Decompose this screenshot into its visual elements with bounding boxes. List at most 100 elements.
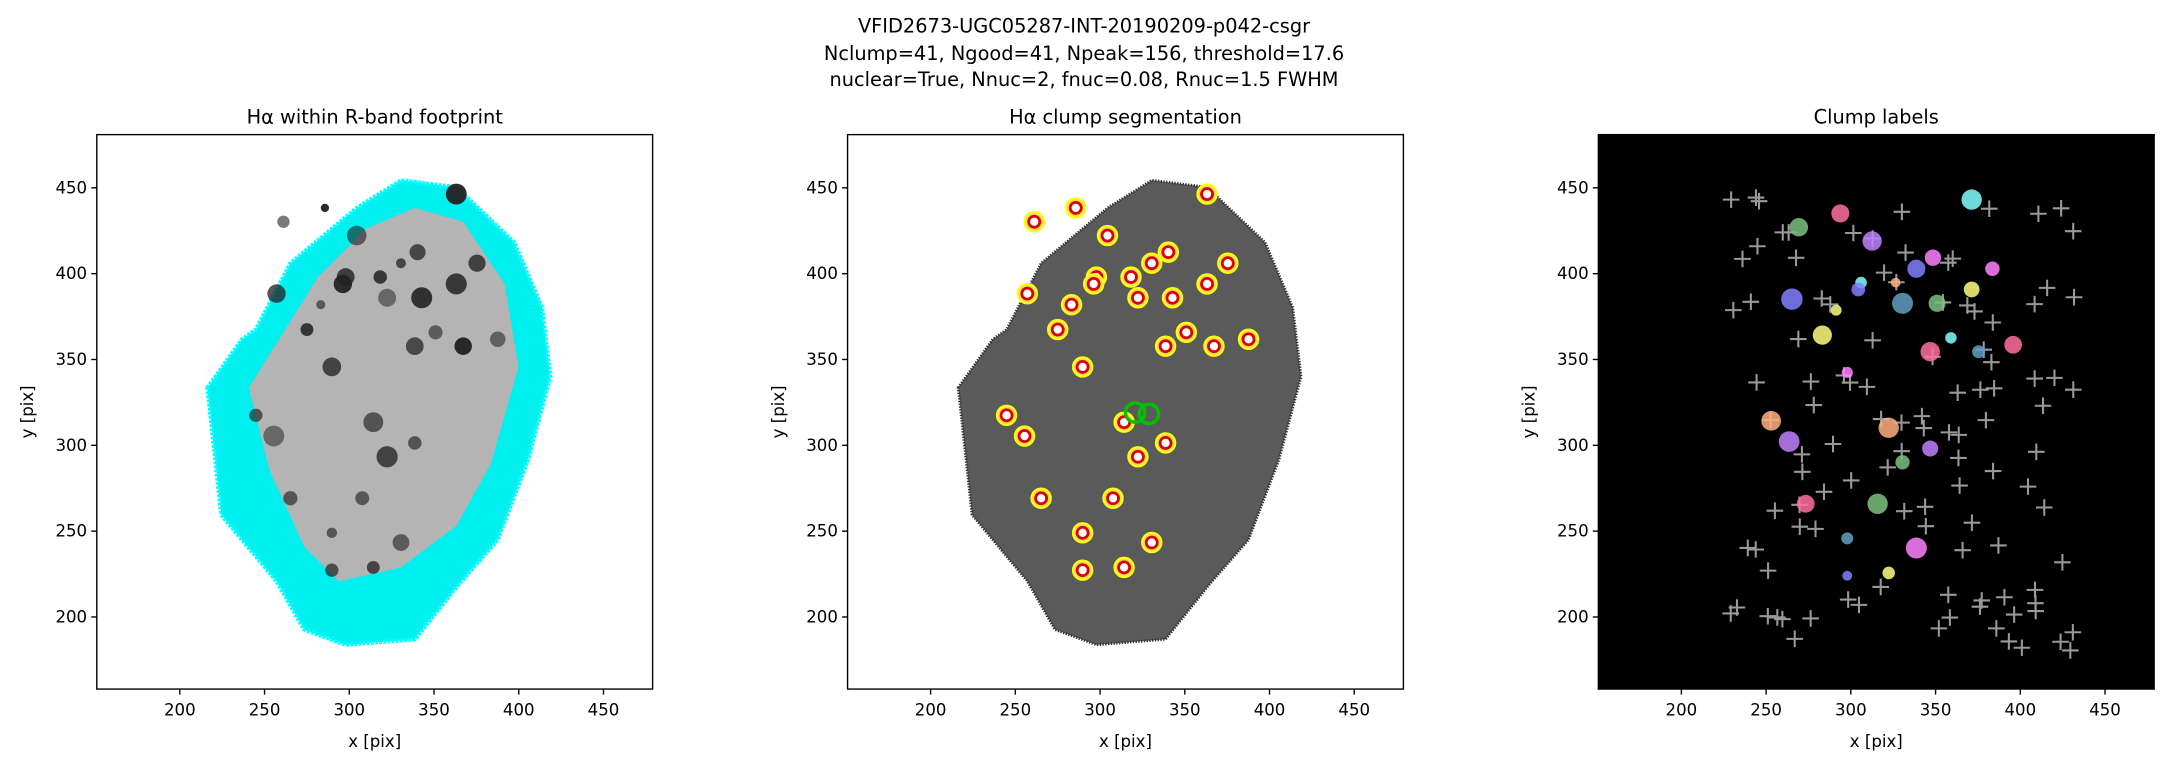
x-tick-label: 250 [1000, 700, 1032, 719]
clump-peak [1027, 214, 1042, 229]
emission-spot [409, 244, 426, 261]
peak-marker [1872, 578, 1889, 596]
x-tick-label: 300 [1084, 700, 1116, 719]
clump-label [2004, 335, 2023, 354]
clump-peak [1075, 563, 1090, 578]
emission-spot [373, 270, 387, 284]
peak-marker [2005, 606, 2023, 623]
axes-frame [1597, 133, 2155, 690]
peak-marker [1984, 314, 2002, 331]
x-tick-label: 200 [1666, 700, 1698, 719]
y-axis-label: y [pix] [18, 385, 37, 438]
emission-spot [392, 534, 410, 551]
clump-peak [1207, 339, 1221, 354]
clump-peak [1068, 200, 1083, 215]
y-tick-label: 350 [806, 350, 838, 369]
peak-marker [1951, 477, 1968, 494]
clump-label [1924, 249, 1942, 266]
peak-marker [2027, 602, 2044, 620]
peak-marker [1864, 332, 1881, 349]
peak-marker [2052, 633, 2069, 651]
x-tick-label: 450 [2089, 700, 2121, 719]
y-tick-label: 300 [1557, 436, 1589, 455]
x-tick-label: 250 [249, 700, 281, 719]
suptitle-line: Nclump=41, Ngood=41, Npeak=156, threshol… [824, 42, 1344, 65]
clump-peak [1200, 187, 1214, 201]
clump-label [1892, 292, 1914, 314]
clump-label [1867, 493, 1888, 515]
peak-marker [2062, 642, 2079, 659]
peak-marker [2064, 381, 2082, 398]
emission-spot [277, 215, 290, 228]
peak-marker [2065, 288, 2083, 306]
peak-marker [1915, 419, 1933, 437]
clump-peak [1020, 286, 1035, 301]
emission-spot [346, 225, 367, 246]
y-tick-label: 250 [1557, 522, 1589, 541]
peak-marker [1802, 373, 1820, 390]
peak-marker [1988, 620, 2005, 637]
emission-spot [322, 357, 342, 377]
x-tick-label: 400 [2004, 700, 2036, 719]
clump-peak [1165, 290, 1180, 305]
clump-label [1985, 261, 2000, 276]
peak-marker [1759, 607, 1777, 625]
peak-marker [1950, 449, 1967, 467]
peak-marker [2034, 397, 2052, 415]
peak-marker [1750, 192, 1768, 210]
peak-marker [1984, 462, 2002, 480]
peak-marker [1791, 518, 1809, 535]
panel-title: Clump labels [1814, 106, 1939, 129]
y-tick-label: 300 [55, 436, 87, 455]
clump-label [1831, 204, 1850, 223]
x-tick-label: 250 [1750, 700, 1782, 719]
y-tick-label: 200 [806, 608, 838, 627]
peak-marker [1728, 599, 1746, 616]
clump-label [1841, 366, 1853, 379]
peak-marker [2026, 581, 2044, 599]
clump-label [1928, 294, 1946, 312]
peak-marker [2052, 200, 2070, 217]
peak-marker [1739, 539, 1757, 557]
peak-marker [2064, 222, 2082, 240]
peak-marker [1794, 463, 1811, 481]
peak-marker [1793, 446, 1811, 463]
peak-marker [1845, 224, 1862, 242]
clump-peak [1124, 270, 1138, 284]
clump-label [1862, 231, 1882, 251]
peak-marker [1941, 609, 1959, 626]
clump-peak [1200, 277, 1214, 291]
clump-label [1961, 189, 1982, 210]
peak-marker [1815, 483, 1833, 501]
emission-spot [408, 436, 422, 450]
emission-spot [326, 527, 338, 539]
clump-label [1778, 431, 1800, 452]
peak-marker [2028, 443, 2045, 461]
clump-peak [1158, 436, 1173, 450]
peak-marker [2046, 369, 2063, 387]
emission-spot [428, 325, 443, 340]
peak-marker [1747, 541, 1765, 558]
y-tick-label: 450 [1557, 178, 1589, 197]
peak-marker [1879, 459, 1897, 476]
emission-spot [376, 446, 398, 468]
clump-peak [1064, 297, 1079, 312]
peak-marker [1963, 514, 1981, 531]
x-tick-label: 300 [1835, 700, 1867, 719]
clump-peak [1241, 332, 1256, 347]
x-tick-label: 350 [1920, 700, 1952, 719]
y-tick-label: 450 [806, 178, 838, 197]
clump-label [1781, 288, 1803, 310]
clump-label [1830, 304, 1842, 316]
clump-peak [1086, 277, 1101, 291]
clump-peak [999, 408, 1014, 423]
clump-label [1761, 411, 1782, 431]
peak-marker [1913, 407, 1931, 425]
peak-marker [1747, 189, 1765, 206]
clump-peak [1050, 322, 1065, 337]
emission-spot [316, 300, 326, 310]
clump-label [1890, 277, 1901, 288]
clump-label [1842, 570, 1853, 581]
emission-spot [300, 323, 314, 337]
peak-marker [2013, 639, 2031, 657]
